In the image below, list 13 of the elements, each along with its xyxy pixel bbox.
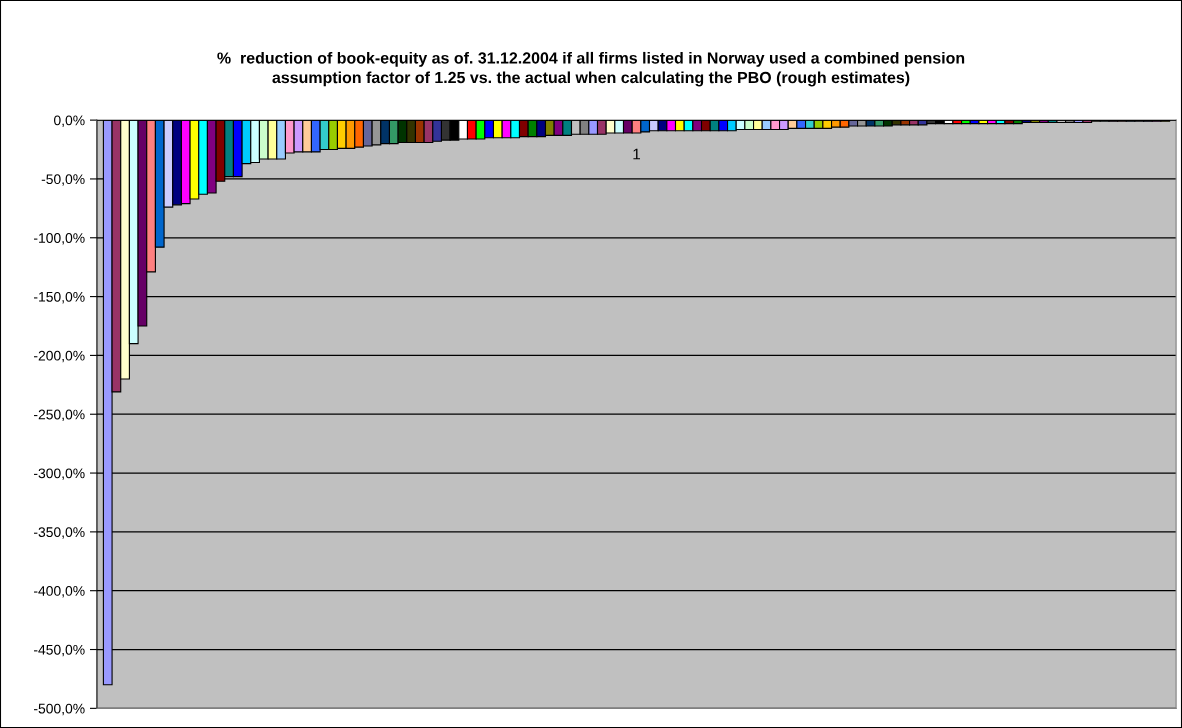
y-tick-label: -50,0% — [41, 174, 85, 186]
y-tick-label: -100,0% — [34, 233, 85, 245]
y-tick-label: -400,0% — [34, 586, 85, 598]
y-tick-label: -150,0% — [34, 291, 85, 304]
y-tick-label: -350,0% — [34, 527, 85, 539]
y-tick-label: -250,0% — [34, 409, 85, 422]
y-tick-label: -500,0% — [34, 703, 85, 716]
chart-title: % reduction of book-equity as of. 31.12.2004 if all firms listed in Norway used a combined pension assumption factor of 1.25 vs. the actual when calculating the PBO (rough estimates) — [217, 51, 965, 87]
y-tick-label: -450,0% — [34, 644, 85, 657]
y-tick-label: 0,0% — [54, 115, 85, 127]
y-tick-label: -300,0% — [34, 468, 85, 480]
y-tick-label: -200,0% — [34, 350, 85, 363]
x-tick-label: 1 — [633, 148, 641, 160]
